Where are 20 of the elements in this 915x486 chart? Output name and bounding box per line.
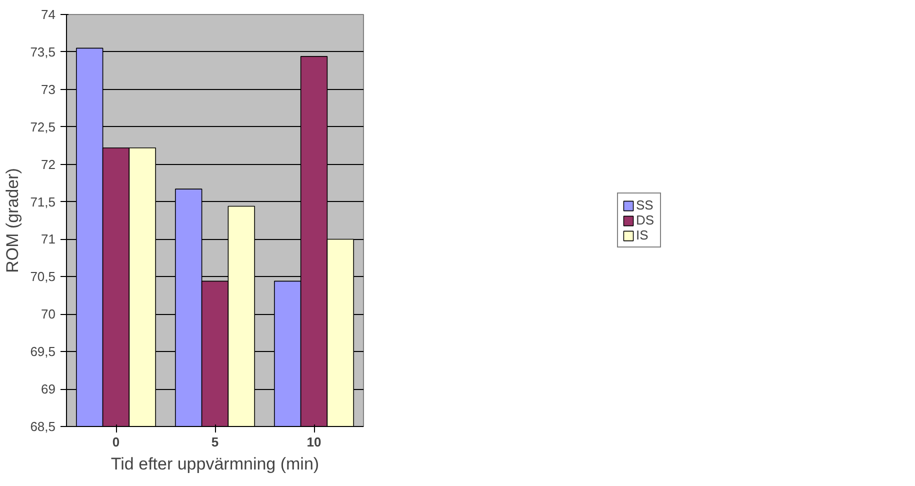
x-tick-label: 10 [306,434,322,450]
y-tick-label: 74 [41,7,56,22]
y-tick-label: 69 [41,382,56,397]
legend-label: DS [636,212,656,228]
y-tick-label: 69,5 [30,344,56,360]
legend-label: IS [636,228,650,242]
x-tick-label: 5 [211,434,219,450]
y-tick-label: 73,5 [30,44,56,60]
x-tick-label: 0 [112,434,120,450]
y-tick-label: 70 [41,306,56,322]
y-tick-label: 71 [41,232,56,247]
y-tick-label: 72 [41,156,56,172]
y-tick-label: 70,5 [30,269,56,284]
legend-label: SS [636,198,654,212]
y-axis-title: ROM (grader) [3,168,22,273]
x-axis-title: Tid efter uppvärmning (min) [110,454,320,474]
y-tick-label: 72,5 [30,119,56,134]
y-tick-label: 73 [41,82,56,97]
y-tick-label: 68,5 [30,419,56,434]
y-tick-label: 71,5 [30,194,56,210]
